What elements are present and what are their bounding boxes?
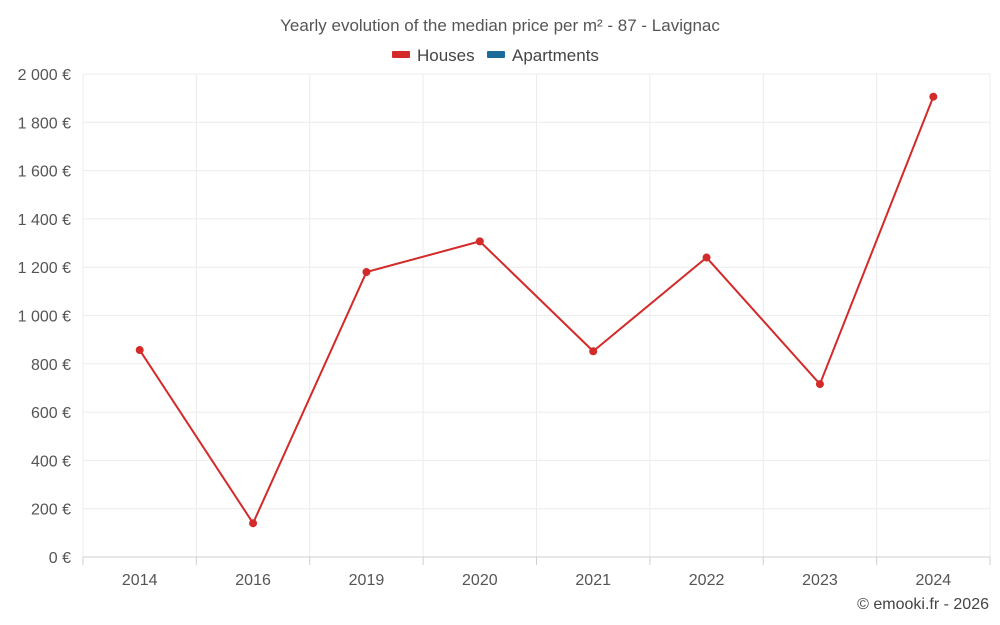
y-tick-label: 1 800 €	[18, 115, 71, 132]
x-axis: 2014 2016 2019 2020 2021 2022 2023 2024	[82, 556, 991, 589]
data-point-houses[interactable]	[135, 346, 144, 355]
data-point-houses[interactable]	[815, 380, 824, 389]
chart-title: Yearly evolution of the median price per…	[280, 16, 720, 35]
y-tick-label: 2 000 €	[18, 67, 71, 84]
legend: Houses Apartments	[392, 46, 599, 65]
x-tick-label: 2022	[689, 572, 725, 589]
y-tick-label: 1 000 €	[18, 309, 71, 326]
data-point-houses[interactable]	[929, 92, 938, 101]
x-tick-label: 2021	[575, 572, 611, 589]
grid	[82, 73, 991, 558]
data-point-houses[interactable]	[475, 237, 484, 246]
x-tick-label: 2016	[235, 572, 271, 589]
y-tick-label: 1 600 €	[18, 164, 71, 181]
x-tick-label: 2019	[349, 572, 385, 589]
data-point-houses[interactable]	[362, 268, 371, 277]
x-tick-label: 2020	[462, 572, 498, 589]
y-axis: 0 € 200 € 400 € 600 € 800 € 1 000 € 1 200 € 1 4…	[18, 67, 71, 567]
y-tick-label: 0 €	[49, 550, 71, 567]
y-tick-label: 800 €	[31, 357, 71, 374]
series-line-houses	[138, 96, 935, 525]
legend-label-houses[interactable]: Houses	[417, 46, 475, 65]
legend-swatch-apartments[interactable]	[487, 51, 505, 58]
x-tick-label: 2024	[916, 572, 952, 589]
credit-text: © emooki.fr - 2026	[857, 596, 989, 613]
y-tick-label: 200 €	[31, 502, 71, 519]
legend-label-apartments[interactable]: Apartments	[512, 46, 599, 65]
data-point-houses[interactable]	[589, 347, 598, 356]
data-point-houses[interactable]	[702, 253, 711, 262]
series-layer	[135, 92, 938, 528]
y-tick-label: 600 €	[31, 405, 71, 422]
legend-swatch-houses[interactable]	[392, 51, 410, 58]
y-tick-label: 400 €	[31, 453, 71, 470]
y-tick-label: 1 200 €	[18, 260, 71, 277]
data-point-houses[interactable]	[249, 519, 258, 528]
x-tick-label: 2014	[122, 572, 158, 589]
x-tick-label: 2023	[802, 572, 838, 589]
y-tick-label: 1 400 €	[18, 212, 71, 229]
